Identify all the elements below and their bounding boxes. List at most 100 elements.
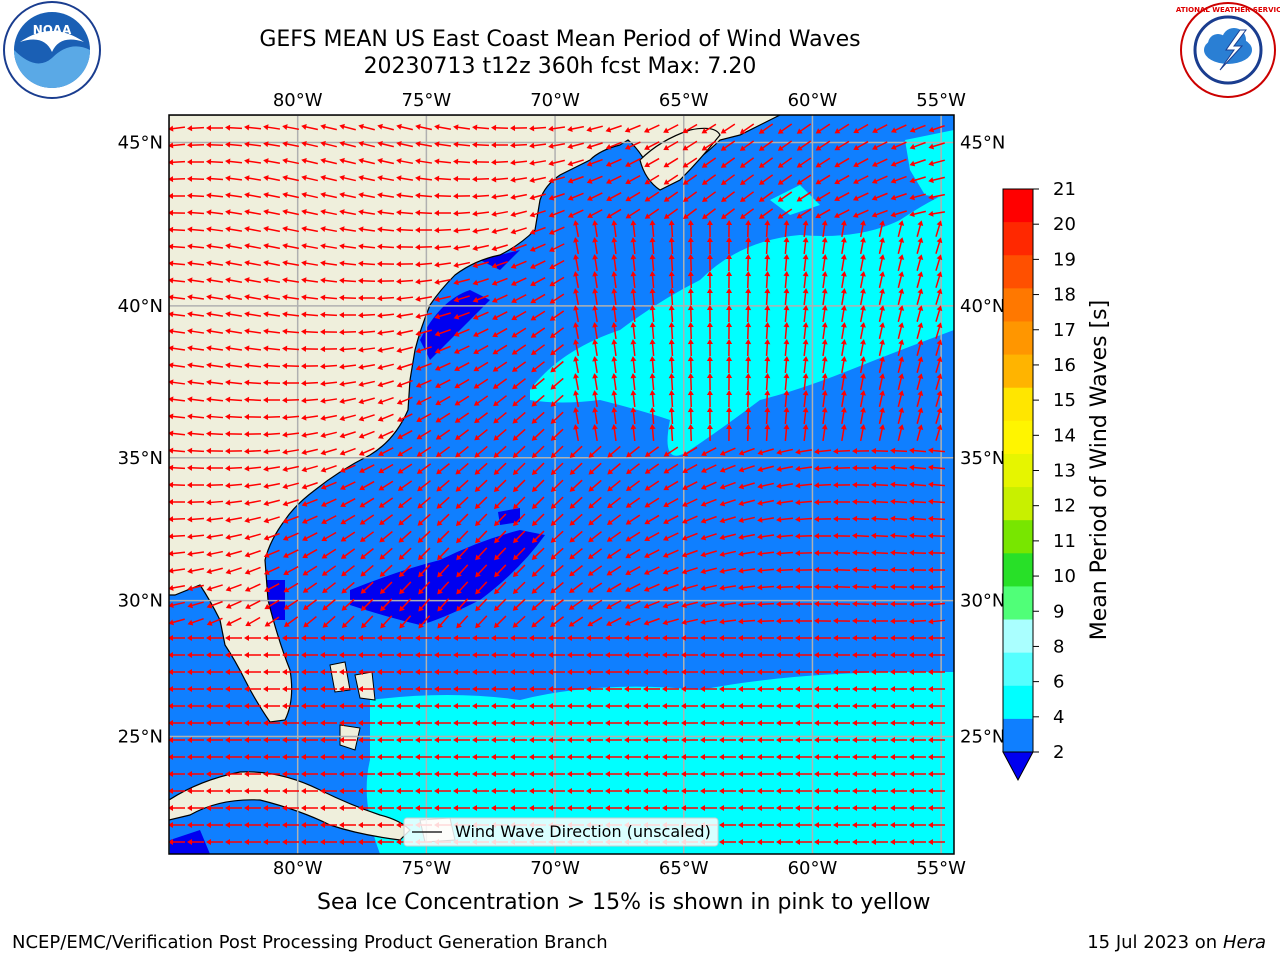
wind-wave-arrow — [764, 288, 771, 306]
wind-wave-arrow — [644, 480, 660, 491]
wind-wave-arrow — [700, 584, 717, 592]
wind-wave-arrow — [511, 361, 527, 372]
wind-wave-arrow — [681, 788, 698, 794]
wind-wave-arrow — [169, 328, 186, 335]
wind-wave-arrow — [529, 669, 546, 675]
wind-wave-arrow — [301, 397, 319, 404]
wind-wave-arrow — [776, 771, 793, 777]
wind-wave-arrow — [187, 516, 205, 523]
wind-wave-arrow — [909, 532, 927, 539]
wind-wave-arrow — [644, 141, 660, 150]
wind-wave-arrow — [339, 346, 357, 353]
wind-wave-arrow — [187, 482, 205, 489]
wind-wave-arrow — [491, 737, 508, 743]
wind-wave-arrow — [263, 379, 281, 386]
wind-wave-arrow — [358, 737, 375, 743]
wind-wave-arrow — [282, 328, 300, 335]
wind-wave-arrow — [320, 822, 337, 828]
wind-wave-arrow — [225, 243, 243, 250]
wind-wave-arrow — [878, 271, 886, 288]
wind-wave-arrow — [586, 805, 603, 811]
wind-wave-arrow — [339, 447, 356, 456]
wind-wave-arrow — [815, 123, 831, 134]
wind-wave-arrow — [339, 277, 357, 284]
wind-wave-arrow — [510, 142, 528, 149]
wind-wave-arrow — [453, 328, 470, 337]
wind-wave-arrow — [776, 448, 793, 456]
wind-wave-arrow — [301, 140, 318, 148]
wind-wave-arrow — [415, 788, 432, 794]
wind-wave-arrow — [377, 260, 395, 267]
wind-wave-arrow — [852, 669, 869, 675]
wind-wave-arrow — [263, 686, 280, 692]
wind-wave-arrow — [935, 390, 943, 407]
wind-wave-arrow — [320, 754, 337, 760]
wind-wave-arrow — [245, 600, 261, 609]
wind-wave-arrow — [663, 480, 679, 491]
wind-wave-arrow — [649, 407, 656, 425]
wind-wave-arrow — [649, 356, 656, 374]
wind-wave-arrow — [586, 669, 603, 675]
wind-wave-arrow — [833, 465, 851, 472]
wind-wave-arrow — [871, 447, 889, 454]
wind-wave-arrow — [415, 226, 433, 233]
wind-wave-arrow — [206, 737, 223, 743]
wind-wave-arrow — [681, 567, 698, 575]
wind-wave-arrow — [796, 140, 812, 151]
wind-wave-arrow — [282, 515, 299, 524]
wind-wave-arrow — [415, 686, 432, 692]
colorbar-segment — [1003, 321, 1033, 356]
wind-wave-arrow — [529, 771, 546, 777]
wind-wave-arrow — [706, 373, 713, 391]
wind-wave-arrow — [757, 669, 774, 675]
wind-wave-arrow — [339, 652, 356, 658]
wind-wave-arrow — [776, 822, 793, 828]
wind-wave-arrow — [263, 431, 281, 438]
wind-wave-arrow — [776, 669, 793, 675]
wind-wave-arrow — [531, 615, 545, 628]
wind-wave-arrow — [169, 635, 185, 641]
wind-wave-arrow — [549, 243, 565, 252]
wind-wave-arrow — [302, 548, 318, 559]
wind-wave-arrow — [719, 635, 736, 641]
wind-wave-arrow — [745, 237, 752, 255]
wind-wave-arrow — [833, 754, 850, 760]
wind-wave-arrow — [187, 125, 205, 132]
wind-wave-arrow — [169, 430, 186, 437]
wind-wave-arrow — [567, 159, 584, 167]
wind-wave-arrow — [378, 463, 394, 474]
wind-wave-arrow — [663, 463, 679, 474]
wind-wave-arrow — [418, 615, 431, 629]
wind-wave-arrow — [802, 305, 809, 323]
wind-wave-arrow — [225, 465, 243, 472]
wind-wave-arrow — [244, 805, 261, 811]
wind-wave-arrow — [569, 530, 583, 543]
wind-wave-arrow — [662, 532, 679, 541]
wind-wave-arrow — [491, 771, 508, 777]
wind-wave-arrow — [643, 124, 660, 133]
wind-wave-arrow — [663, 446, 679, 457]
wind-wave-arrow — [529, 754, 546, 760]
wind-wave-arrow — [206, 788, 223, 794]
wind-wave-arrow — [909, 601, 927, 608]
wind-wave-arrow — [783, 271, 790, 289]
wind-wave-arrow — [358, 652, 375, 658]
wind-wave-arrow — [859, 322, 866, 340]
colorbar-tick: 18 — [1053, 285, 1076, 306]
wind-wave-arrow — [301, 788, 318, 794]
wind-wave-arrow — [833, 549, 851, 556]
wind-wave-arrow — [169, 839, 185, 845]
wind-wave-arrow — [206, 805, 223, 811]
wind-wave-arrow — [720, 123, 736, 134]
colorbar-tick: 19 — [1053, 249, 1076, 270]
wind-wave-arrow — [668, 390, 675, 408]
colorbar-extend-triangle — [1002, 751, 1034, 782]
wind-wave-arrow — [871, 600, 889, 607]
wind-wave-arrow — [890, 566, 908, 573]
wind-wave-arrow — [611, 424, 618, 442]
wind-wave-arrow — [510, 125, 528, 132]
wind-wave-arrow — [662, 720, 679, 726]
wind-wave-arrow — [757, 635, 774, 641]
wind-wave-arrow — [872, 141, 888, 150]
wind-wave-arrow — [649, 390, 656, 408]
